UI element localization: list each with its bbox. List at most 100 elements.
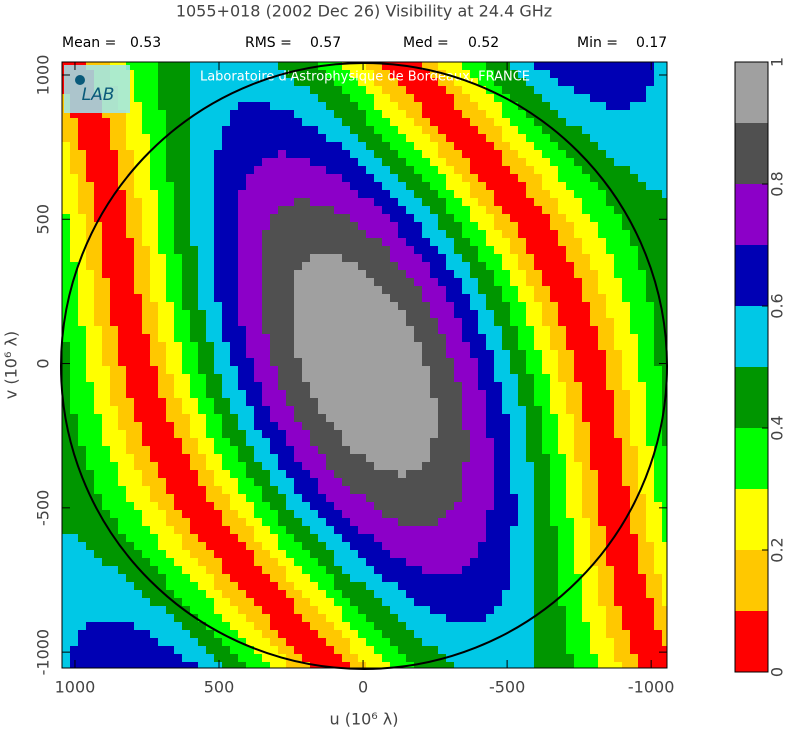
contour-cell (318, 326, 327, 335)
contour-cell (526, 422, 535, 431)
contour-cell (78, 110, 87, 119)
contour-cell (486, 302, 495, 311)
contour-cell (302, 126, 311, 135)
contour-cell (342, 166, 351, 175)
contour-cell (494, 398, 503, 407)
contour-cell (462, 638, 471, 647)
contour-cell (326, 366, 335, 375)
contour-cell (350, 318, 359, 327)
contour-cell (486, 142, 495, 151)
contour-cell (478, 374, 487, 383)
contour-cell (390, 326, 399, 335)
contour-cell (126, 470, 135, 479)
contour-cell (166, 222, 175, 231)
contour-cell (310, 646, 319, 655)
contour-cell (502, 318, 511, 327)
contour-cell (406, 94, 415, 103)
contour-cell (366, 510, 375, 519)
contour-cell (150, 94, 159, 103)
contour-cell (118, 470, 127, 479)
contour-cell (134, 350, 143, 359)
contour-cell (366, 302, 375, 311)
contour-cell (126, 358, 135, 367)
contour-cell (310, 222, 319, 231)
contour-cell (550, 166, 559, 175)
contour-cell (550, 94, 559, 103)
contour-cell (270, 182, 279, 191)
contour-cell (278, 78, 287, 87)
contour-cell (230, 630, 239, 639)
contour-cell (350, 542, 359, 551)
contour-cell (262, 382, 271, 391)
contour-cell (438, 454, 447, 463)
contour-cell (366, 182, 375, 191)
contour-cell (518, 414, 527, 423)
contour-cell (486, 390, 495, 399)
contour-cell (414, 198, 423, 207)
contour-cell (502, 390, 511, 399)
contour-cell (254, 142, 263, 151)
contour-cell (158, 382, 167, 391)
contour-cell (334, 454, 343, 463)
contour-cell (166, 534, 175, 543)
contour-cell (174, 398, 183, 407)
contour-cell (310, 598, 319, 607)
contour-cell (518, 206, 527, 215)
contour-cell (358, 198, 367, 207)
contour-cell (70, 382, 79, 391)
contour-cell (158, 430, 167, 439)
contour-cell (198, 542, 207, 551)
contour-cell (206, 350, 215, 359)
contour-cell (382, 630, 391, 639)
contour-cell (86, 166, 95, 175)
contour-cell (286, 294, 295, 303)
contour-cell (470, 638, 479, 647)
contour-cell (510, 350, 519, 359)
contour-cell (430, 462, 439, 471)
contour-cell (230, 518, 239, 527)
contour-cell (86, 422, 95, 431)
contour-cell (390, 430, 399, 439)
contour-cell (558, 230, 567, 239)
contour-cell (470, 62, 479, 71)
contour-cell (262, 534, 271, 543)
contour-cell (102, 414, 111, 423)
contour-cell (566, 470, 575, 479)
contour-cell (558, 582, 567, 591)
contour-cell (254, 222, 263, 231)
contour-cell (302, 422, 311, 431)
contour-cell (342, 534, 351, 543)
contour-cell (430, 638, 439, 647)
contour-cell (118, 206, 127, 215)
contour-cell (382, 406, 391, 415)
contour-cell (206, 606, 215, 615)
contour-cell (70, 182, 79, 191)
contour-cell (414, 206, 423, 215)
contour-cell (382, 494, 391, 503)
contour-cell (454, 446, 463, 455)
contour-cell (206, 102, 215, 111)
contour-cell (462, 606, 471, 615)
contour-cell (286, 166, 295, 175)
contour-cell (486, 294, 495, 303)
contour-cell (342, 134, 351, 143)
contour-cell (310, 118, 319, 127)
contour-cell (118, 222, 127, 231)
contour-cell (70, 350, 79, 359)
contour-cell (278, 118, 287, 127)
contour-cell (238, 502, 247, 511)
contour-cell (62, 350, 71, 359)
contour-cell (318, 590, 327, 599)
contour-cell (350, 550, 359, 559)
contour-cell (406, 486, 415, 495)
contour-cell (430, 478, 439, 487)
contour-cell (102, 302, 111, 311)
contour-cell (286, 310, 295, 319)
contour-cell (166, 86, 175, 95)
contour-cell (390, 222, 399, 231)
contour-cell (582, 462, 591, 471)
contour-cell (502, 414, 511, 423)
contour-cell (430, 494, 439, 503)
contour-cell (142, 414, 151, 423)
contour-cell (238, 374, 247, 383)
